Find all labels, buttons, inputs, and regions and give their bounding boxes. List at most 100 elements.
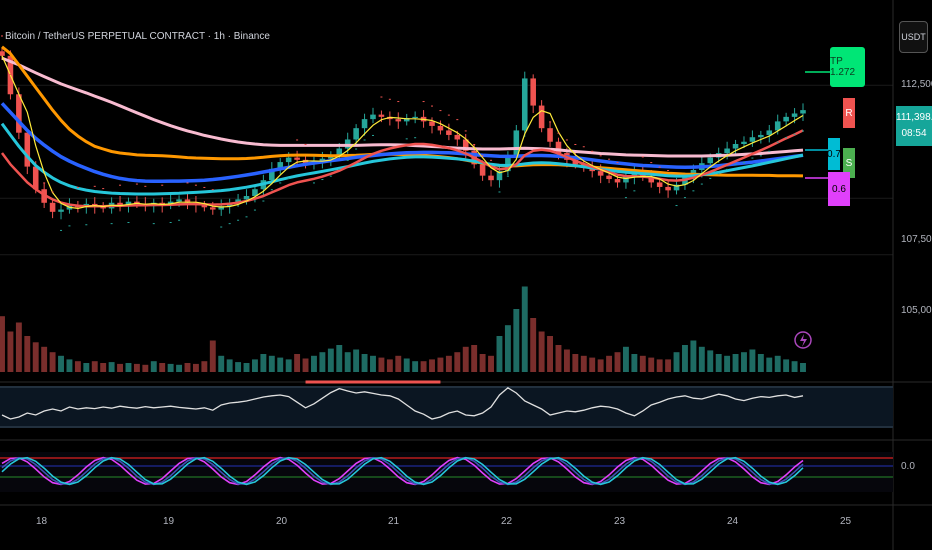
stop-dot [608,158,611,160]
stop-dot [683,197,686,199]
candle-body [201,205,208,208]
candle-body [412,116,418,118]
stop-dot [144,185,147,187]
stop-dot [439,110,442,112]
volume-bar [766,357,773,372]
candle-body [125,201,132,206]
volume-bar [631,354,638,372]
level-tag-magenta: 0.6 [828,172,850,206]
time-label-21: 21 [388,516,400,527]
ma-red-line [0,129,804,208]
volume-bar [698,346,705,372]
countdown: 08:54 [901,128,927,139]
currency-button[interactable]: USDT [899,21,928,53]
dots-overlay [1,35,804,231]
volume-bar [555,345,562,372]
volume-bar [327,348,334,372]
volume-bar [589,357,596,372]
volume-bar [150,361,157,372]
candle-body [302,159,309,165]
volume-bar [336,345,343,372]
stop-dot [371,134,374,136]
volume-bar [707,350,714,372]
candle-body [49,202,56,212]
candle-body [403,118,410,122]
volume-bar [521,286,528,372]
candle-body [361,119,368,129]
candle-body [235,199,241,203]
last-price-badge: 111,398.5 08:54 [896,106,932,146]
stop-dot [557,132,560,134]
ma-yellow-line [1,55,804,209]
candle-body [370,114,376,120]
candle-body [572,159,579,165]
volume-bar [370,355,376,372]
chart-title: Bitcoin / TetherUS PERPETUAL CONTRACT · … [5,31,270,42]
candle-body [758,134,764,138]
candle-body [732,144,739,149]
stop-dot [34,168,37,170]
candle-body [210,207,216,210]
stop-dot [726,168,729,170]
stop-dot [700,183,703,185]
volume-bar [268,355,275,372]
stop-dot [565,139,568,141]
ma-pink-line [1,56,804,158]
volume-bar [184,363,191,372]
stop-dot [785,137,788,139]
candle-body [783,116,789,122]
stop-dot [793,133,796,135]
stop-dot [734,164,737,166]
volume-bar [100,363,107,372]
candle-body [353,128,359,140]
candle-body [648,176,655,183]
volume-bar [538,331,545,372]
stop-dot [26,146,29,148]
volume-bar [673,352,680,372]
stop-dot [717,173,720,175]
stop-dot [405,138,408,140]
stop-dot [422,101,425,103]
candle-body [665,186,671,191]
stop-dot [751,157,754,159]
stop-dot [262,200,265,202]
volume-bar [302,358,309,372]
volume-bar [606,355,613,372]
candle-body [243,196,250,200]
volume-bar [656,359,663,372]
volume-bar [563,349,570,372]
stop-dot [9,73,12,75]
stop-dot [363,139,366,141]
price-label-105000: 105,000.0 [901,305,932,316]
candle-body [395,119,402,122]
candle-body [16,94,22,133]
candle-body [496,171,503,181]
candle-body [623,176,629,183]
stop-dot [464,130,467,132]
volume-bar [125,363,132,372]
volume-bar [108,362,115,372]
stop-dot [776,141,779,143]
candle-body [614,179,621,183]
candle-body [32,166,39,190]
stoch-signal-line [1,456,804,486]
support-tag: S [843,148,855,178]
volume-bar [344,352,351,372]
stop-dot [161,184,164,186]
candle-body [446,130,452,135]
stop-dot [135,183,138,185]
candle-body [791,113,798,117]
stop-dot [742,162,745,164]
candle-body [294,157,300,160]
stop-dot [456,119,459,121]
volume-bar [395,355,402,372]
candle-body [505,155,511,172]
volume-bar [783,359,790,372]
volume-bar [66,359,73,372]
volume-bar [285,359,292,372]
stop-dot [203,186,206,188]
volume-bars [0,286,806,372]
